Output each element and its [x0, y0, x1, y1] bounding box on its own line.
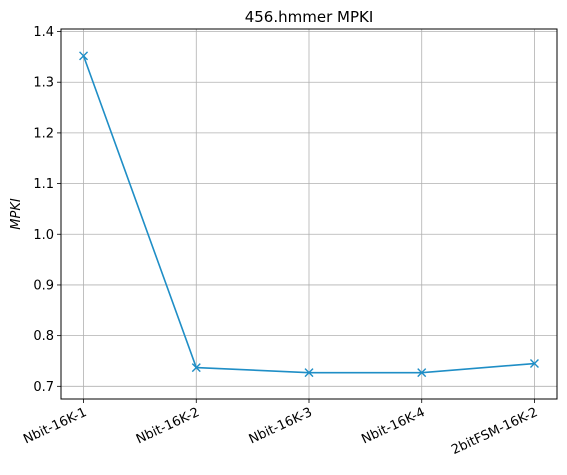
y-tick-label: 1.3	[33, 76, 54, 91]
series-layer	[79, 51, 539, 378]
y-axis: 0.7 0.8 0.9 1.0 1.1 1.2 1.3 1.4	[33, 25, 61, 395]
y-tick-label: 1.1	[33, 177, 54, 192]
x-tick-label: Nbit-16K-1	[21, 405, 89, 447]
y-tick-label: 0.9	[33, 278, 54, 293]
x-tick-label: 2bitFSM-16K-2	[449, 405, 540, 458]
chart-title: 456.hmmer MPKI	[245, 8, 374, 26]
x-axis: Nbit-16K-1 Nbit-16K-2 Nbit-16K-3 Nbit-16K-4…	[21, 399, 540, 458]
grid	[61, 29, 557, 399]
x-tick-label: Nbit-16K-4	[359, 405, 427, 447]
x-tick-label: Nbit-16K-3	[247, 405, 315, 447]
data-point-marker	[529, 359, 539, 369]
data-point-marker	[79, 51, 89, 61]
data-point-marker	[417, 368, 427, 378]
y-tick-label: 1.4	[33, 25, 54, 40]
y-tick-label: 0.8	[33, 329, 54, 344]
y-tick-label: 0.7	[33, 380, 54, 395]
y-tick-label: 1.0	[33, 228, 54, 243]
x-tick-label: Nbit-16K-2	[134, 405, 202, 447]
data-point-marker	[304, 368, 314, 378]
data-point-marker	[191, 363, 201, 373]
y-axis-label: MPKI	[9, 198, 24, 230]
y-tick-label: 1.2	[33, 126, 54, 141]
